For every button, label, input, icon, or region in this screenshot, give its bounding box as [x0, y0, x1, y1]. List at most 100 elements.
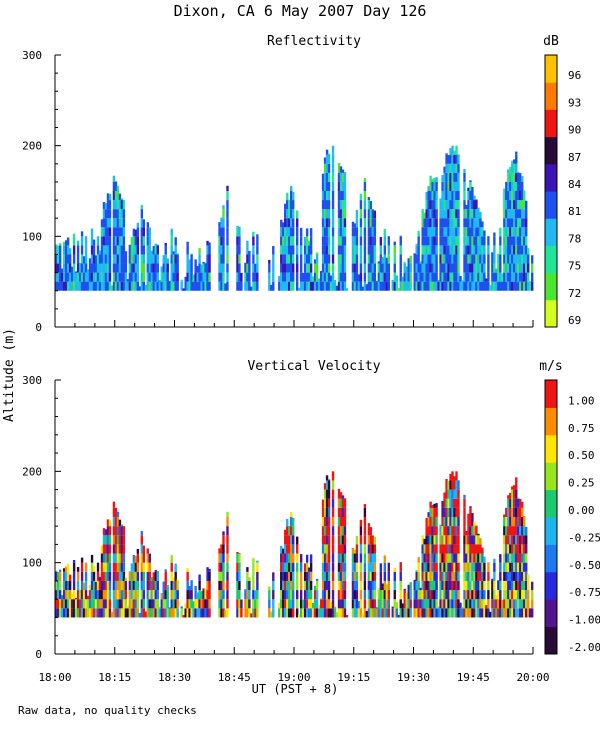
echo-cell — [383, 229, 387, 237]
echo-cell — [435, 553, 438, 563]
echo-cell — [477, 580, 480, 591]
echo-cell — [186, 599, 189, 609]
echo-cell — [198, 608, 201, 618]
echo-cell — [467, 608, 470, 618]
echo-cell — [272, 254, 275, 264]
echo-cell — [377, 608, 381, 618]
echo-cell — [327, 517, 331, 527]
echo-cell — [80, 608, 84, 618]
echo-cell — [146, 548, 150, 554]
echo-cell — [501, 599, 504, 609]
echo-cell — [102, 571, 106, 581]
echo-cell — [90, 272, 94, 282]
echo-cell — [451, 200, 454, 210]
echo-cell — [108, 580, 112, 591]
echo-cell — [515, 209, 518, 219]
echo-cell — [481, 599, 484, 609]
echo-cell — [497, 272, 500, 282]
echo-cell — [393, 567, 396, 572]
echo-cell — [445, 154, 448, 164]
echo-cell — [409, 263, 412, 273]
echo-cell — [339, 571, 343, 581]
echo-cell — [106, 526, 110, 536]
echo-cell — [140, 254, 144, 264]
echo-cell — [116, 191, 120, 201]
echo-cell — [439, 526, 442, 536]
echo-cell — [395, 281, 398, 291]
echo-cell — [104, 236, 108, 246]
echo-cell — [473, 571, 476, 581]
echo-cell — [437, 281, 440, 291]
echo-cell — [433, 209, 436, 219]
echo-cell — [180, 608, 183, 618]
echo-cell — [295, 218, 299, 228]
echo-cell — [104, 553, 108, 563]
echo-cell — [469, 181, 472, 191]
echo-cell — [467, 526, 470, 536]
echo-cell — [445, 544, 448, 554]
echo-cell — [513, 209, 516, 219]
echo-cell — [162, 281, 165, 291]
echo-cell — [419, 590, 422, 600]
echo-cell — [327, 498, 331, 508]
echo-cell — [441, 209, 444, 219]
echo-cell — [341, 590, 345, 600]
echo-cell — [369, 535, 373, 545]
echo-cell — [515, 498, 518, 508]
echo-cell — [222, 209, 225, 219]
echo-cell — [206, 567, 209, 572]
echo-cell — [343, 200, 347, 210]
echo-cell — [363, 553, 367, 563]
echo-cell — [200, 272, 203, 282]
echo-cell — [236, 254, 239, 264]
echo-cell — [198, 272, 201, 282]
echo-cell — [517, 263, 520, 273]
echo-cell — [463, 494, 466, 499]
echo-cell — [427, 263, 430, 273]
echo-cell — [451, 209, 454, 219]
echo-cell — [393, 241, 396, 246]
echo-cell — [256, 272, 259, 282]
echo-cell — [421, 580, 424, 591]
echo-cell — [483, 263, 486, 273]
echo-cell — [315, 252, 319, 255]
echo-cell — [238, 281, 241, 291]
echo-cell — [439, 227, 442, 237]
echo-cell — [369, 245, 373, 255]
echo-cell — [76, 590, 80, 600]
echo-cell — [519, 580, 522, 591]
echo-cell — [106, 590, 110, 600]
echo-cell — [176, 608, 179, 618]
echo-cell — [521, 245, 524, 255]
echo-cell — [90, 580, 94, 591]
echo-cell — [92, 599, 96, 609]
echo-cell — [246, 254, 249, 264]
echo-cell — [463, 263, 466, 273]
echo-cell — [220, 571, 223, 581]
echo-cell — [351, 245, 355, 255]
echo-cell — [290, 511, 293, 517]
echo-cell — [429, 218, 432, 228]
echo-cell — [337, 191, 341, 201]
echo-cell — [359, 272, 363, 282]
echo-cell — [198, 281, 201, 291]
echo-cell — [493, 236, 496, 246]
echo-cell — [80, 281, 84, 291]
echo-cell — [94, 590, 98, 600]
echo-cell — [503, 209, 506, 219]
echo-cell — [497, 281, 500, 291]
echo-cell — [433, 281, 436, 291]
echo-cell — [405, 608, 408, 618]
echo-cell — [511, 571, 514, 581]
echo-cell — [327, 254, 331, 264]
echo-cell — [515, 254, 518, 264]
echo-cell — [309, 571, 313, 581]
echo-cell — [371, 580, 375, 591]
echo-cell — [493, 590, 496, 600]
echo-cell — [509, 227, 512, 237]
echo-cell — [286, 281, 289, 291]
echo-cell — [473, 535, 476, 545]
echo-cell — [475, 553, 478, 563]
echo-cell — [122, 544, 126, 554]
echo-cell — [303, 281, 307, 291]
